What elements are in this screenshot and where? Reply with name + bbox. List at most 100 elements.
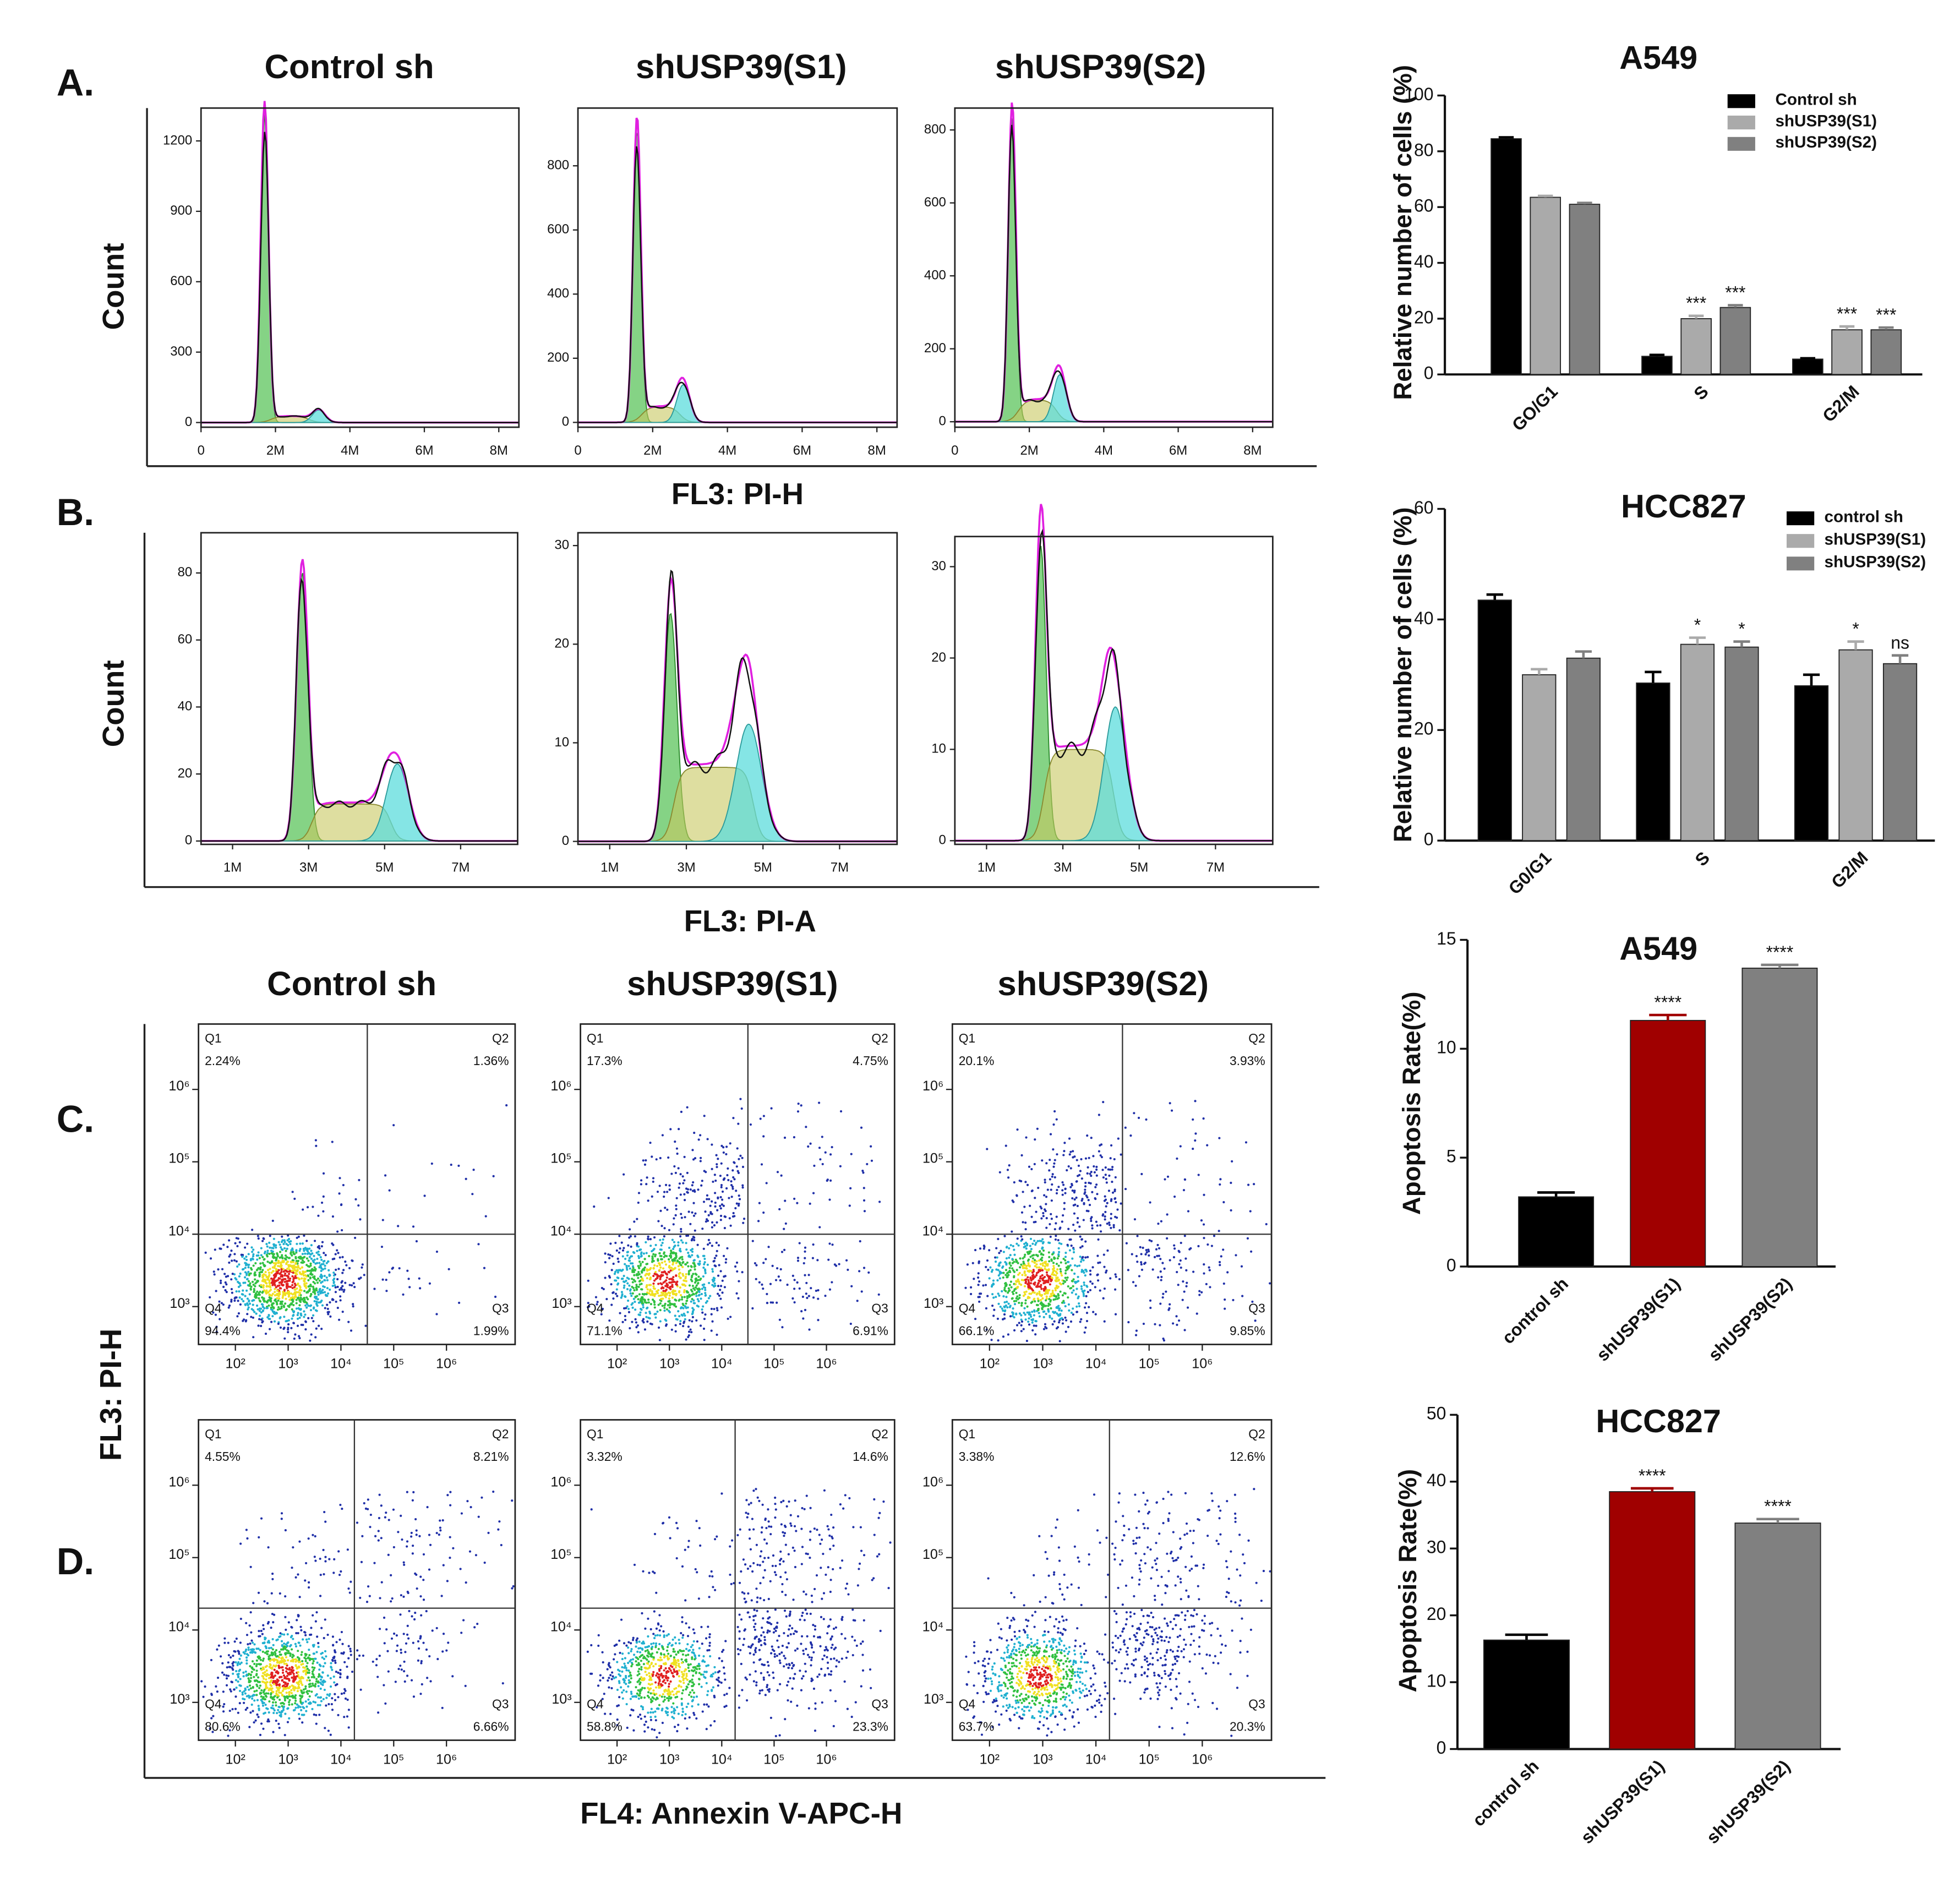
dot bbox=[850, 1153, 853, 1155]
dot bbox=[329, 1693, 331, 1695]
dot bbox=[257, 1647, 260, 1650]
dot bbox=[798, 1287, 801, 1290]
dot bbox=[282, 1688, 285, 1690]
s-phase bbox=[200, 803, 518, 842]
dot bbox=[680, 1227, 683, 1230]
dot bbox=[333, 1681, 336, 1684]
plot-frame bbox=[954, 107, 1274, 428]
dot bbox=[309, 1272, 313, 1275]
dot bbox=[1049, 1223, 1051, 1226]
dot bbox=[1009, 1315, 1012, 1318]
dot bbox=[640, 1254, 643, 1257]
dot bbox=[1055, 1327, 1058, 1330]
quadrant-name: Q2 bbox=[1248, 1031, 1265, 1045]
x-tick-label: 10³ bbox=[278, 1356, 298, 1372]
dot bbox=[247, 1646, 250, 1649]
dot bbox=[274, 1679, 277, 1683]
dot bbox=[410, 1535, 413, 1538]
dot bbox=[1178, 1319, 1181, 1322]
dot bbox=[266, 1650, 269, 1653]
dot bbox=[685, 1290, 689, 1292]
dot bbox=[732, 1117, 735, 1120]
dot bbox=[339, 1256, 341, 1259]
dot bbox=[1192, 1270, 1195, 1273]
dot bbox=[671, 1296, 674, 1299]
dot bbox=[247, 1643, 249, 1646]
dot bbox=[307, 1656, 310, 1659]
dot bbox=[222, 1303, 225, 1306]
dot bbox=[224, 1289, 227, 1292]
dot bbox=[1058, 1282, 1061, 1285]
dot bbox=[641, 1277, 643, 1280]
dot bbox=[319, 1665, 322, 1667]
dot bbox=[1048, 1298, 1051, 1301]
dot bbox=[645, 1286, 648, 1289]
dot bbox=[1110, 1226, 1112, 1229]
dot bbox=[273, 1613, 276, 1616]
dot bbox=[1006, 1246, 1008, 1248]
dot bbox=[1068, 1153, 1071, 1156]
dot bbox=[270, 1306, 272, 1309]
dot bbox=[277, 1694, 280, 1697]
dot bbox=[684, 1199, 686, 1202]
dot bbox=[265, 1674, 268, 1677]
dot bbox=[283, 1734, 286, 1737]
dot bbox=[636, 1288, 638, 1291]
dot bbox=[637, 1276, 640, 1279]
y-tick-label: 600 bbox=[170, 274, 192, 288]
dot bbox=[236, 1265, 239, 1268]
dot-group bbox=[356, 1609, 504, 1714]
dot bbox=[331, 1697, 334, 1700]
dot bbox=[327, 1729, 330, 1732]
dot bbox=[1035, 1253, 1038, 1257]
dot bbox=[678, 1182, 681, 1185]
dot bbox=[634, 1280, 636, 1283]
dot bbox=[1102, 1297, 1105, 1300]
dot bbox=[297, 1713, 301, 1716]
dot bbox=[1269, 1282, 1271, 1285]
dot bbox=[231, 1291, 233, 1294]
y-tick-label: 200 bbox=[547, 350, 569, 365]
dot bbox=[356, 1521, 359, 1524]
dot bbox=[401, 1538, 403, 1541]
dot bbox=[624, 1295, 626, 1298]
dot bbox=[324, 1520, 327, 1523]
dot bbox=[385, 1628, 388, 1631]
dot bbox=[711, 1284, 714, 1286]
dot bbox=[987, 1268, 990, 1271]
dot bbox=[701, 1180, 703, 1182]
dot bbox=[1095, 1183, 1098, 1186]
dot bbox=[667, 1270, 670, 1273]
dot bbox=[1028, 1292, 1031, 1295]
dot bbox=[652, 1282, 655, 1285]
dot bbox=[324, 1254, 327, 1257]
dot bbox=[395, 1650, 398, 1652]
dot bbox=[1030, 1248, 1033, 1251]
dot bbox=[273, 1311, 276, 1313]
dot bbox=[1001, 1266, 1004, 1269]
dot bbox=[402, 1293, 405, 1296]
dot bbox=[267, 1278, 270, 1281]
dot bbox=[676, 1280, 679, 1283]
dot bbox=[1045, 1279, 1047, 1282]
dot bbox=[310, 1244, 313, 1247]
dot bbox=[280, 1261, 282, 1264]
dot bbox=[663, 1280, 667, 1283]
dot bbox=[1058, 1340, 1061, 1343]
dot bbox=[274, 1287, 276, 1290]
dot bbox=[1002, 1272, 1005, 1274]
dot bbox=[735, 1292, 738, 1295]
dot bbox=[679, 1294, 683, 1297]
dot bbox=[1103, 1265, 1106, 1268]
dot bbox=[1082, 1291, 1085, 1294]
dot bbox=[298, 1249, 301, 1252]
dot bbox=[297, 1615, 300, 1618]
dot bbox=[1104, 1218, 1106, 1221]
dot bbox=[270, 1706, 273, 1709]
dot bbox=[623, 1284, 626, 1287]
dot bbox=[233, 1273, 236, 1276]
dot bbox=[738, 1158, 740, 1160]
dot bbox=[1035, 1260, 1038, 1263]
dot bbox=[741, 1271, 744, 1274]
dot bbox=[687, 1270, 690, 1273]
